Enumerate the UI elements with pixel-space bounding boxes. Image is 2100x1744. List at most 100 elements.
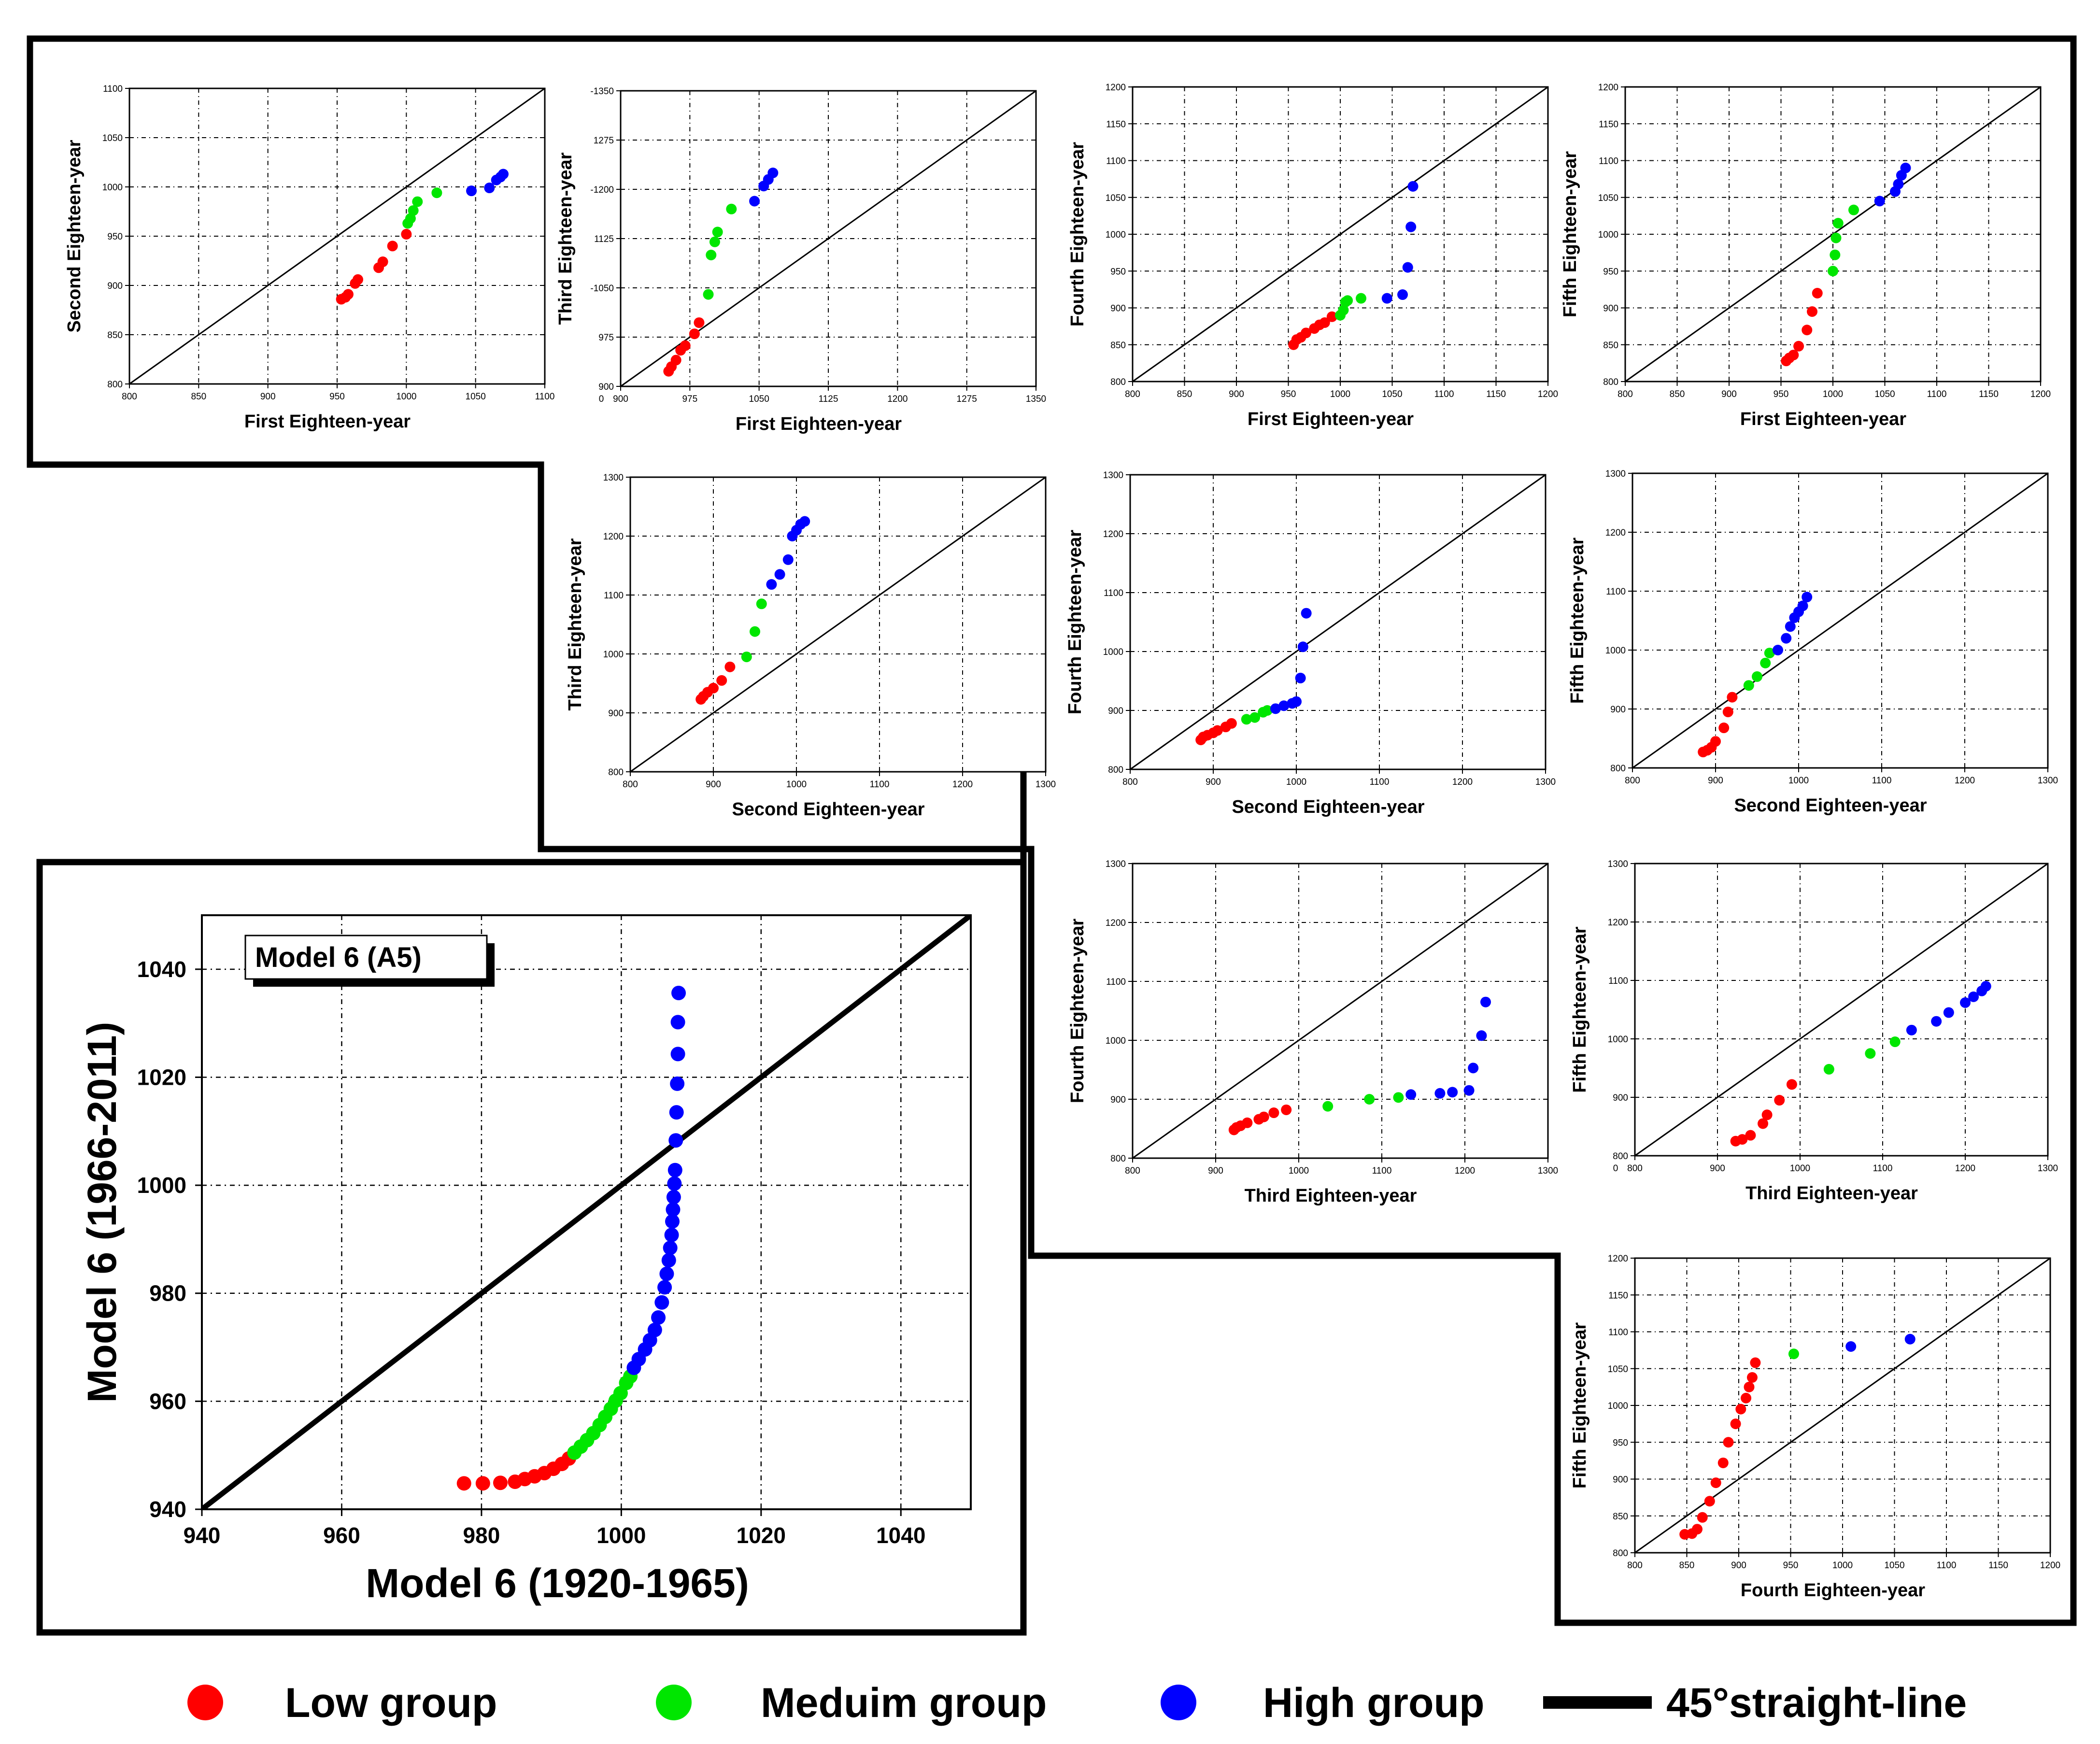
series-high-group — [1874, 162, 1911, 207]
data-point — [1249, 712, 1260, 723]
x-axis-label: Fourth Eighteen-year — [1741, 1580, 1925, 1601]
y-tick-label: -1200 — [590, 185, 614, 195]
x-axis-label: Second Eighteen-year — [1734, 795, 1927, 816]
x-tick-label: 1200 — [1538, 389, 1558, 399]
data-point — [1745, 1130, 1756, 1141]
chart-p12: 800 850 900 950 1000 1050 1100 800 850 900 950 1000… — [64, 84, 554, 432]
x-tick-label: 800 — [1625, 776, 1640, 786]
data-point — [667, 1176, 682, 1191]
y-tick-label: 850 — [1603, 340, 1618, 351]
x-tick-label: 800 — [623, 780, 638, 790]
x-tick-label: 900 — [1710, 1163, 1725, 1174]
data-point — [1291, 696, 1302, 707]
chart-p35: 800 900 1000 1100 1200 1300 800 900 1000 1100 1200… — [1570, 859, 2058, 1204]
legend-item: 45°straight-line — [1543, 1680, 1967, 1726]
series-high-group — [1773, 592, 1813, 655]
data-point — [1786, 1079, 1797, 1090]
data-point — [1476, 1030, 1487, 1041]
chart-p23: 800 900 1000 1100 1200 1300 800 900 1000 1100 1200… — [565, 473, 1056, 820]
y-tick-label: 800 — [1610, 764, 1626, 774]
series-meduim-group — [1828, 204, 1859, 277]
legend-label: Low group — [285, 1680, 497, 1726]
series-meduim-group — [1322, 1092, 1404, 1112]
outer-frame — [27, 35, 2077, 1626]
data-point — [766, 579, 777, 590]
data-point — [387, 241, 398, 252]
series-low-group — [336, 228, 412, 305]
x-tick-label: 1350 — [1026, 394, 1046, 404]
axes-box — [1129, 474, 1547, 770]
chart-p13: 900 975 1050 1125 1200 1275 1350 900 975 -1050 112… — [555, 86, 1046, 434]
y-tick-label: 1200 — [603, 532, 624, 542]
x-tick-label: 1200 — [2030, 389, 2051, 399]
data-point — [1735, 1404, 1746, 1415]
y-tick-label: 1000 — [137, 1173, 186, 1198]
data-point — [1212, 725, 1223, 736]
data-point — [1338, 305, 1349, 316]
data-point — [1692, 1524, 1703, 1535]
y-tick-label: 1300 — [1608, 859, 1628, 869]
y-tick-label: 1000 — [1103, 647, 1123, 657]
data-point — [756, 598, 767, 610]
x-tick-label: 900 — [1229, 389, 1244, 399]
x-tick-label: 1000 — [1289, 1166, 1309, 1176]
x-tick-label: 800 — [1627, 1163, 1643, 1174]
y-tick-label: 1150 — [1106, 119, 1126, 129]
data-point — [1704, 1496, 1715, 1507]
y-tick-label: 900 — [598, 382, 614, 392]
data-point — [724, 661, 736, 672]
data-point — [1830, 232, 1842, 243]
data-point — [1468, 1063, 1479, 1074]
x-tick-label: 900 — [706, 780, 721, 790]
x-tick-label: 800 — [1618, 389, 1633, 399]
data-point — [1326, 311, 1337, 322]
y-tick-label: 1300 — [1106, 859, 1126, 869]
x-tick-label: 850 — [1177, 389, 1192, 399]
y-tick-label: 900 — [1110, 304, 1126, 314]
data-point — [1342, 295, 1353, 306]
x-tick-label: 900 — [1208, 1166, 1223, 1176]
x-tick-label: 850 — [1679, 1560, 1695, 1571]
series-low-group — [695, 661, 736, 705]
data-point — [1226, 718, 1237, 729]
y-tick-label: 1020 — [137, 1064, 186, 1090]
legend-label: High group — [1263, 1680, 1485, 1726]
y-tick-label: 1100 — [1608, 976, 1628, 986]
data-point — [1723, 1437, 1734, 1448]
data-point — [1356, 293, 1366, 304]
legend: Low group Meduim group High group 45°straig… — [187, 1680, 1967, 1726]
data-point — [1906, 1024, 1917, 1035]
x-axis-label: First Eighteen-year — [736, 414, 902, 434]
data-point — [1717, 1457, 1729, 1468]
y-tick-label: 1300 — [1605, 469, 1626, 479]
data-point — [1774, 1095, 1785, 1106]
data-point — [401, 228, 412, 240]
x-tick-label: 1000 — [1823, 389, 1843, 399]
data-point — [1793, 340, 1804, 352]
data-point — [1295, 672, 1306, 683]
legend-label: Meduim group — [761, 1680, 1047, 1726]
y-axis-label: Fifth Eighteen-year — [1567, 538, 1588, 704]
x-tick-label: 950 — [1774, 389, 1789, 399]
y-tick-label: 1050 — [1608, 1364, 1628, 1375]
diagonal-45-line — [1130, 475, 1546, 769]
x-tick-label: 1050 — [1382, 389, 1402, 399]
series-meduim-group — [1335, 293, 1366, 321]
legend-item: High group — [1161, 1680, 1485, 1726]
data-point — [712, 227, 723, 238]
data-point — [651, 1310, 666, 1325]
data-point — [1823, 1063, 1834, 1075]
data-point — [1710, 1477, 1721, 1489]
axes-box — [201, 914, 972, 1510]
y-tick-label: 1300 — [1103, 470, 1123, 481]
x-tick-label: 800 — [1627, 1560, 1643, 1571]
series-high-group — [749, 168, 779, 207]
y-tick-label: 900 — [1603, 304, 1618, 314]
chart-p45: 800 850 900 950 1000 1050 1100 1150 1200 800 850 90… — [1570, 1254, 2060, 1601]
data-point — [741, 652, 752, 663]
y-tick-label: 800 — [1603, 377, 1618, 387]
data-point — [1746, 1372, 1758, 1383]
data-point — [1242, 1117, 1253, 1128]
series-high-group — [766, 516, 810, 590]
x-tick-label: 1100 — [535, 392, 555, 402]
